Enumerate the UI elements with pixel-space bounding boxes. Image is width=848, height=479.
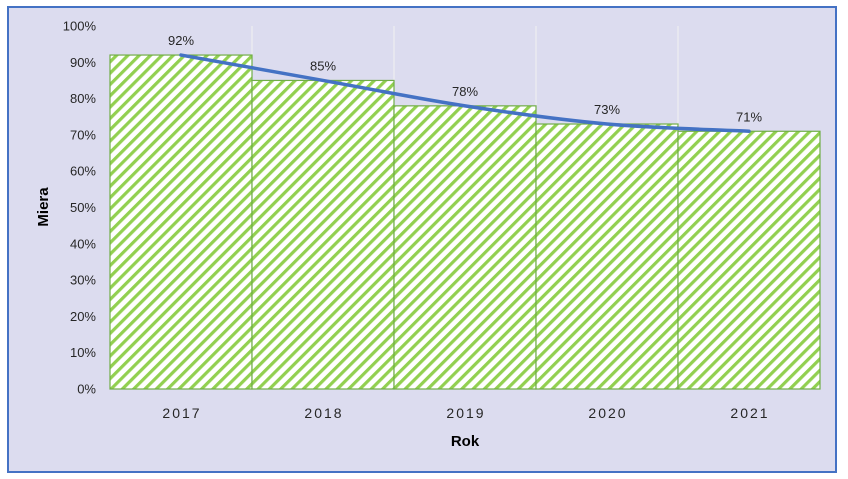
x-tick-label: 2017 (162, 405, 201, 421)
x-tick-label: 2018 (304, 405, 343, 421)
y-tick-label: 30% (70, 273, 96, 288)
x-tick-labels: 2017 2018 2019 2020 2021 (162, 405, 769, 421)
y-tick-label: 80% (70, 91, 96, 106)
x-tick-label: 2021 (730, 405, 769, 421)
x-tick-label: 2020 (588, 405, 627, 421)
y-tick-label: 100% (63, 19, 97, 34)
y-tick-label: 90% (70, 55, 96, 70)
y-tick-label: 20% (70, 309, 96, 324)
bar-2019 (393, 105, 537, 390)
data-label: 71% (736, 109, 762, 124)
data-label: 85% (310, 58, 336, 73)
trendline (179, 53, 751, 134)
bar-2020 (535, 123, 679, 390)
bar-2018 (251, 79, 395, 390)
data-labels: 92% 85% 78% 73% 71% (168, 33, 762, 124)
bar-2021 (677, 130, 821, 390)
x-tick-label: 2019 (446, 405, 485, 421)
bar-2017 (109, 54, 253, 390)
y-tick-label: 40% (70, 236, 96, 251)
y-tick-labels: 0% 10% 20% 30% 40% 50% 60% 70% 80% 90% 100% (63, 19, 97, 397)
y-tick-label: 60% (70, 164, 96, 179)
data-label: 73% (594, 102, 620, 117)
bars (109, 54, 821, 390)
data-label: 78% (452, 84, 478, 99)
y-tick-label: 0% (77, 382, 96, 397)
y-tick-label: 50% (70, 200, 96, 215)
y-tick-label: 70% (70, 127, 96, 142)
y-tick-label: 10% (70, 345, 96, 360)
data-label: 92% (168, 33, 194, 48)
y-axis-title: Miera (35, 187, 52, 227)
x-axis-title: Rok (451, 433, 480, 450)
